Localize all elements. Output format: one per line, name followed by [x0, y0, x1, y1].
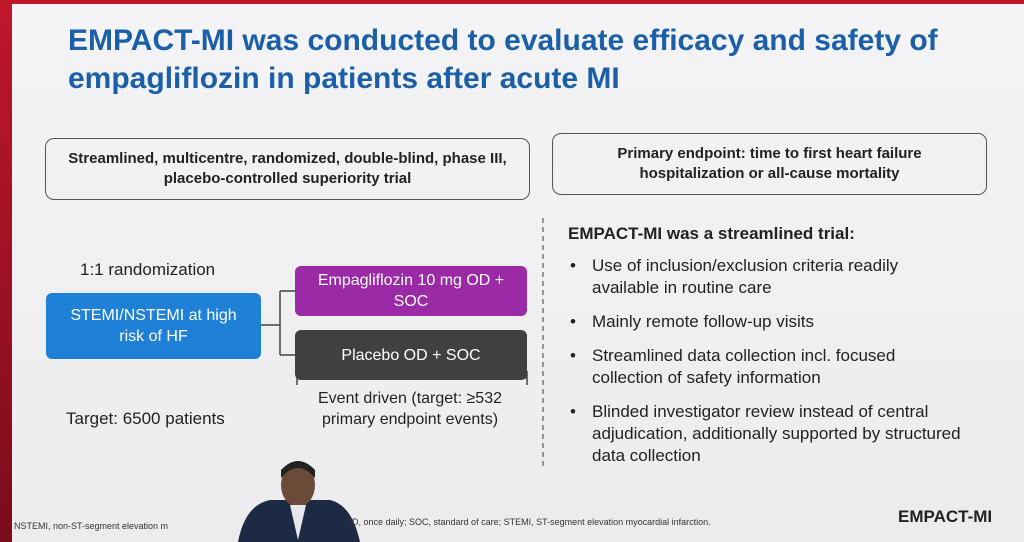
- footnote: NSTEMI, non-ST-segment elevation m: [14, 521, 169, 531]
- bullet: Streamlined data collection incl. focuse…: [568, 345, 968, 389]
- randomization-label: 1:1 randomization: [80, 260, 216, 279]
- target-label: Target: 6500 patients: [66, 409, 225, 428]
- bullet: Use of inclusion/exclusion criteria read…: [568, 255, 968, 299]
- arm-box: Empagliflozin 10 mg OD + SOC: [295, 266, 527, 316]
- bullet-list: Use of inclusion/exclusion criteria read…: [568, 255, 968, 479]
- logo: EMPACT-MI: [898, 507, 993, 526]
- footnote: OD, once daily; SOC, standard of care; S…: [345, 517, 711, 527]
- presenter: [238, 461, 360, 542]
- bullet: Mainly remote follow-up visits: [568, 311, 968, 333]
- duration-label: Event driven (target: ≥532 primary endpo…: [318, 390, 502, 428]
- title: EMPACT-MI was conducted to evaluate effi…: [68, 24, 938, 95]
- population-box: STEMI/NSTEMI at high risk of HF: [46, 293, 261, 359]
- bullet: Blinded investigator review instead of c…: [568, 401, 968, 467]
- list-heading: EMPACT-MI was a streamlined trial:: [568, 224, 855, 243]
- red-edge: [0, 0, 1024, 4]
- design-box: Streamlined, multicentre, randomized, do…: [45, 138, 530, 200]
- endpoint-box: Primary endpoint: time to first heart fa…: [552, 133, 987, 195]
- arm-box: Placebo OD + SOC: [295, 330, 527, 380]
- red-edge: [0, 0, 12, 542]
